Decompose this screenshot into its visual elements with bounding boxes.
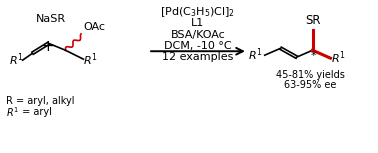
Text: OAc: OAc xyxy=(84,22,105,32)
Text: 45-81% yields: 45-81% yields xyxy=(276,70,345,80)
Text: $R^1$: $R^1$ xyxy=(84,52,98,68)
Text: $R^1$: $R^1$ xyxy=(6,105,19,119)
Text: BSA/KOAc: BSA/KOAc xyxy=(170,30,225,40)
Text: $R^1$: $R^1$ xyxy=(9,52,23,68)
Text: $R^1$: $R^1$ xyxy=(332,50,346,66)
Text: = aryl: = aryl xyxy=(19,107,51,117)
Text: L1: L1 xyxy=(191,19,204,28)
Text: NaSR: NaSR xyxy=(36,13,65,24)
Text: R = aryl, alkyl: R = aryl, alkyl xyxy=(6,96,74,106)
Text: 63-95% ee: 63-95% ee xyxy=(284,80,337,90)
Text: +: + xyxy=(41,39,54,54)
Text: SR: SR xyxy=(305,14,320,27)
Text: $\mathregular{[Pd(C_3H_5)Cl]_2}$: $\mathregular{[Pd(C_3H_5)Cl]_2}$ xyxy=(160,6,235,19)
Text: 12 examples: 12 examples xyxy=(162,52,234,62)
Text: DCM, -10 °C: DCM, -10 °C xyxy=(164,41,232,51)
Text: *: * xyxy=(311,51,316,61)
Text: $R^1$: $R^1$ xyxy=(248,47,263,63)
